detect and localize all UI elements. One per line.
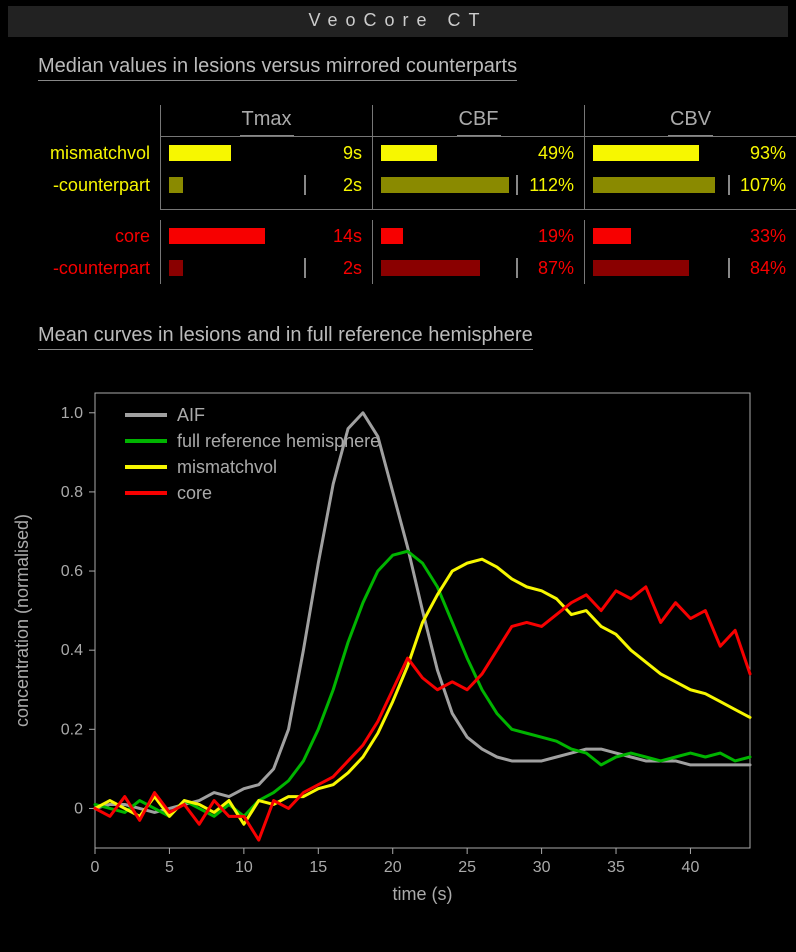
bar-fill [169,177,183,193]
cell-value: 84% [730,258,786,279]
svg-text:AIF: AIF [177,405,205,425]
bar-fill [381,228,403,244]
table-cell: 14s [160,220,372,252]
svg-text:15: 15 [309,859,327,876]
bar-fill [381,177,509,193]
cell-value: 19% [518,226,574,247]
bar-fill [381,145,437,161]
table-row: core 14s 19% 33% [0,220,796,252]
cell-value: 49% [518,143,574,164]
median-values-table: TmaxCBFCBV mismatchvol 9s 49% 93% -counterpar… [0,105,796,284]
chart-section-title: Mean curves in lesions and in full refer… [38,324,533,350]
table-cell: 112% [372,169,584,201]
curves-chart: 0 5 10 15 20 25 30 35 40 0 0.2 0.4 0.6 0.8 1.0 time (s)… [0,378,796,923]
svg-text:10: 10 [235,859,253,876]
svg-text:full reference hemisphere: full reference hemisphere [177,431,380,451]
app-title: VeoCore CT [308,10,487,30]
cell-value: 107% [730,175,786,196]
svg-text:35: 35 [607,859,625,876]
row-label: -counterpart [0,258,160,279]
svg-text:concentration (normalised): concentration (normalised) [12,514,32,727]
cell-value: 112% [518,175,574,196]
svg-text:0.8: 0.8 [61,484,83,501]
bar-fill [169,228,265,244]
bar-fill [593,177,715,193]
cell-value: 33% [730,226,786,247]
svg-text:30: 30 [533,859,551,876]
table-cell: 2s [160,252,372,284]
cell-value: 93% [730,143,786,164]
table-cell: 49% [372,137,584,169]
table-cell: 87% [372,252,584,284]
svg-text:25: 25 [458,859,476,876]
svg-text:0: 0 [91,859,100,876]
table-cell: 107% [584,169,796,201]
table-row: -counterpart 2s 112% 107% [0,169,796,201]
table-cell: 84% [584,252,796,284]
table-row: -counterpart 2s 87% 84% [0,252,796,284]
table-cell: 19% [372,220,584,252]
bar-fill [169,260,183,276]
row-label: mismatchvol [0,143,160,164]
row-label: core [0,226,160,247]
svg-text:0.6: 0.6 [61,563,83,580]
bar-fill [381,260,480,276]
table-row: mismatchvol 9s 49% 93% [0,137,796,169]
svg-text:0: 0 [74,800,83,817]
svg-text:0.4: 0.4 [61,642,83,659]
cell-value: 2s [306,175,362,196]
cell-value: 14s [306,226,362,247]
svg-text:40: 40 [682,859,700,876]
column-header: Tmax [160,105,372,137]
svg-text:0.2: 0.2 [61,721,83,738]
table-cell: 33% [584,220,796,252]
svg-text:core: core [177,483,212,503]
column-header: CBF [372,105,584,137]
app-title-bar: VeoCore CT [8,6,788,37]
svg-text:mismatchvol: mismatchvol [177,457,277,477]
table-cell: 2s [160,169,372,201]
table-section-title: Median values in lesions versus mirrored… [38,55,517,81]
svg-text:20: 20 [384,859,402,876]
bar-fill [593,145,699,161]
column-header: CBV [584,105,796,137]
cell-value: 2s [306,258,362,279]
table-cell: 93% [584,137,796,169]
table-cell: 9s [160,137,372,169]
cell-value: 9s [306,143,362,164]
svg-text:time (s): time (s) [393,884,453,904]
bar-fill [169,145,231,161]
bar-fill [593,228,631,244]
svg-text:1.0: 1.0 [61,405,83,422]
bar-fill [593,260,689,276]
cell-value: 87% [518,258,574,279]
row-label: -counterpart [0,175,160,196]
svg-text:5: 5 [165,859,174,876]
